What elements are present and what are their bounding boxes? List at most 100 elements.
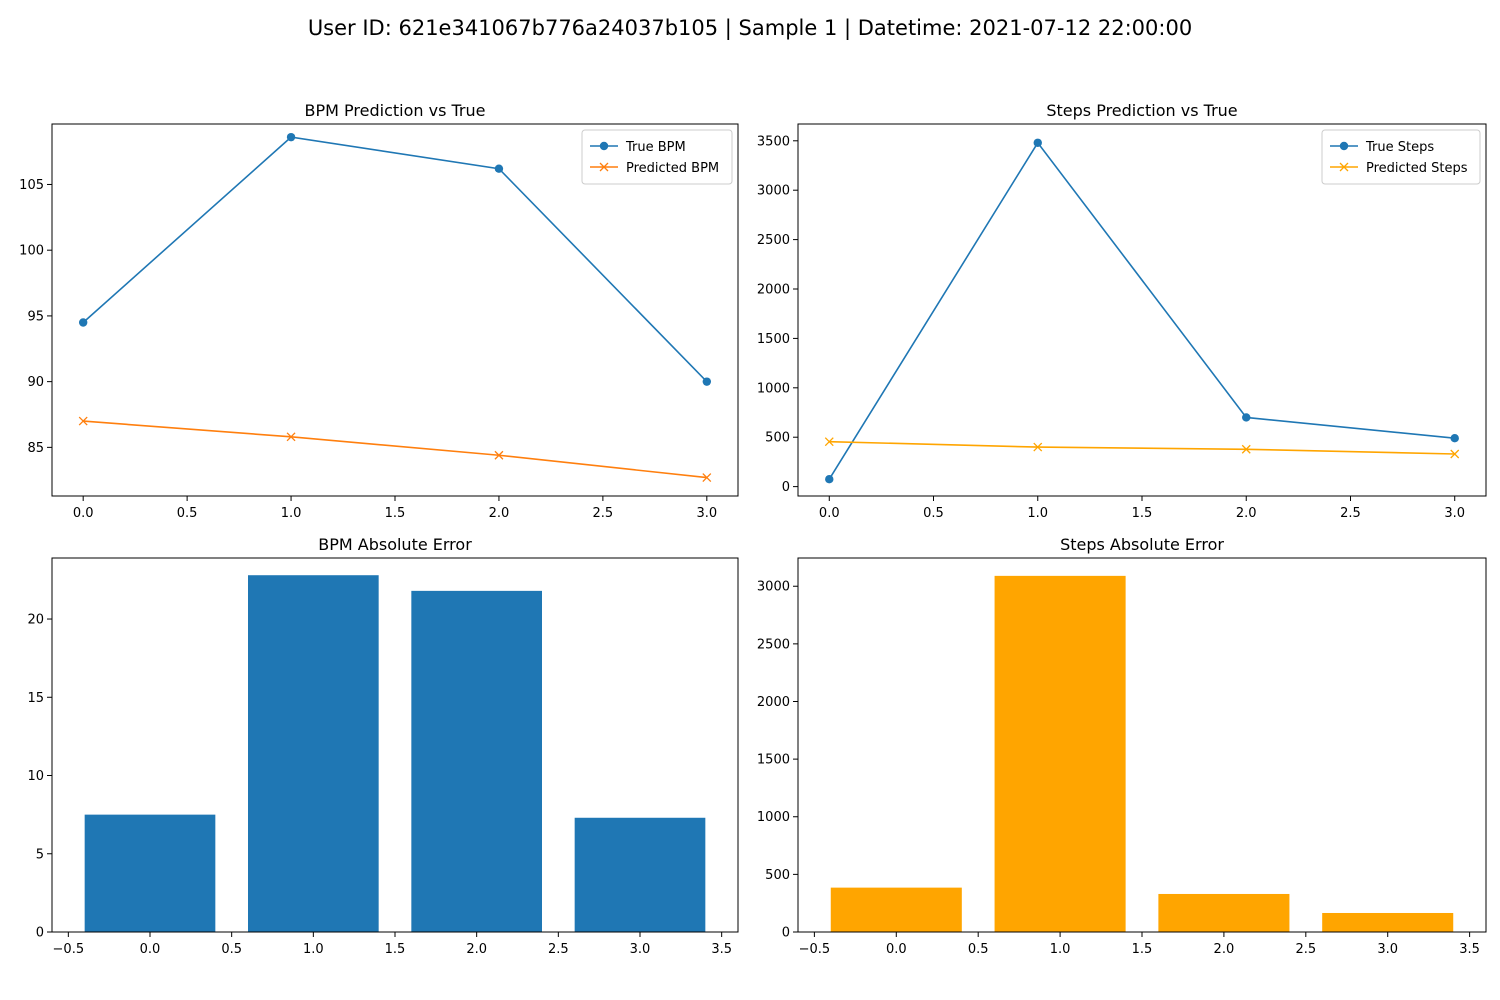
steps-line-ytick-label-2: 1000 [757,381,790,396]
bpm-bar-ytick-label-4: 20 [27,613,44,628]
bpm-line-xtick-label-6: 3.0 [696,506,717,521]
bpm-line-series-0-point-2 [494,164,504,173]
bpm-bar-bar-2 [411,590,542,932]
steps-line-ytick-label-3: 1500 [757,332,790,347]
steps-line-series-1-line [829,440,1455,455]
steps-line-xtick-label-0: 0.0 [819,506,840,521]
bpm-bar-xtick-label-2: 0.5 [221,942,242,957]
steps-bar-ytick-label-2: 1000 [757,810,790,825]
steps-bar-xtick-label-4: 1.5 [1132,942,1153,957]
steps-line-series-0-point-2 [1242,413,1251,422]
bpm-line-legend-label-0: True BPM [625,140,686,155]
bpm-line-ytick-label-4: 105 [19,178,44,193]
bpm-bar-bar-1 [248,575,379,932]
bpm-bar-bar-3 [574,817,706,932]
steps-bar-bar-2 [1158,893,1290,932]
steps-bar-xtick-label-7: 3.0 [1377,942,1398,957]
bpm-line-series-0-point-1 [286,132,296,142]
steps-bar-bar-3 [1322,912,1454,932]
bpm-line-legend-marker-0 [599,141,609,151]
steps-line-xtick-label-2: 1.0 [1027,506,1048,521]
steps-bar-ytick-label-6: 3000 [757,580,790,595]
steps-bar-ytick-label-4: 2000 [757,695,790,710]
bpm-bar-xtick-label-7: 3.0 [630,942,651,957]
bpm-line-series-1-point-3 [702,473,712,483]
steps-line-ytick-label-4: 2000 [757,283,790,298]
bpm-line-xtick-label-4: 2.0 [489,506,510,521]
steps-line-series-0-point-0 [825,475,834,484]
steps-line-series-1-point-2 [1241,444,1251,454]
bpm-line-legend-box [581,129,733,185]
steps-line-legend: True Steps Predicted Steps [1321,129,1481,185]
bpm-line-series-0-point-0 [78,318,88,327]
bpm-bar-title: BPM Absolute Error [318,535,472,554]
steps-line-legend-label-1: Predicted Steps [1366,161,1468,176]
bpm-bar-ytick-label-0: 0 [36,926,44,941]
steps-line-series-0-point-3 [1450,433,1459,443]
steps-bar-xtick-label-6: 2.5 [1295,942,1316,957]
bpm-bar-xtick-label-8: 3.5 [711,942,732,957]
steps-bar-xtick-label-0: −0.5 [799,942,831,957]
steps-bar-chart: Steps Absolute Error −0.5 0.0 0.5 1.0 1.5 2.0 2… [757,535,1487,957]
steps-bar-xtick-label-5: 2.0 [1214,942,1235,957]
steps-line-legend-label-0: True Steps [1365,140,1434,155]
bpm-line-xtick-label-0: 0.0 [73,506,94,521]
bpm-line-ytick-label-2: 95 [27,309,44,324]
bpm-line-chart: BPM Prediction vs True 0.0 0.5 1.0 1.5 2.0 2.5… [19,101,739,521]
steps-bar-ytick-label-1: 500 [765,868,790,883]
steps-line-xtick-label-3: 1.5 [1132,506,1153,521]
bpm-bar-ytick-label-1: 5 [36,847,44,862]
steps-line-ytick-label-0: 0 [782,480,790,495]
bpm-bar-xtick-label-6: 2.5 [548,942,569,957]
bpm-line-series-1-point-2 [494,450,504,460]
steps-line-ytick-label-1: 500 [765,431,790,446]
steps-bar-title: Steps Absolute Error [1060,535,1224,554]
steps-bar-ytick-label-3: 1500 [757,753,790,768]
steps-line-xtick-label-1: 0.5 [923,506,944,521]
steps-line-xtick-label-4: 2.0 [1236,506,1257,521]
bpm-line-series-0-line [82,136,708,383]
steps-bar-axes-frame [797,557,1487,933]
bpm-line-ytick-label-1: 90 [27,375,44,390]
bpm-bar-xtick-label-3: 1.0 [303,942,324,957]
bpm-line-legend-marker-1 [599,162,609,172]
steps-line-series-1-point-1 [1033,442,1043,452]
bpm-bar-ytick-label-3: 15 [27,691,44,706]
steps-line-chart: Steps Prediction vs True 0.0 0.5 1.0 1.5 2.0 2… [757,101,1487,521]
bpm-line-series-0-point-3 [702,377,712,386]
bpm-line-series-1-point-0 [78,416,88,426]
bpm-line-series-1-point-1 [286,432,296,442]
bpm-line-legend: True BPM Predicted BPM [581,129,733,185]
bpm-line-ytick-label-3: 100 [19,244,44,259]
bpm-line-xtick-label-3: 1.5 [385,506,406,521]
steps-line-ytick-label-7: 3500 [757,134,790,149]
steps-line-series-1-point-3 [1450,449,1460,459]
steps-bar-bar-1 [994,575,1126,932]
bpm-bar-xtick-label-0: −0.5 [53,942,85,957]
steps-bar-xtick-label-3: 1.0 [1050,942,1071,957]
steps-bar-xtick-label-1: 0.0 [886,942,907,957]
steps-line-xtick-label-5: 2.5 [1340,506,1361,521]
bpm-line-series-1-line [83,420,707,479]
steps-line-legend-marker-0 [1339,141,1349,151]
bpm-line-ytick-label-0: 85 [27,441,44,456]
bpm-line-xtick-label-5: 2.5 [593,506,614,521]
steps-line-title: Steps Prediction vs True [1046,101,1237,120]
bpm-bar-ytick-label-2: 10 [27,769,44,784]
steps-line-series-0-point-1 [1033,138,1042,147]
steps-line-series-1-point-0 [824,437,834,447]
bpm-line-legend-label-1: Predicted BPM [626,161,719,176]
bpm-bar-chart: BPM Absolute Error −0.5 0.0 0.5 1.0 1.5 2.0 2.5… [27,535,739,957]
steps-bar-xtick-label-8: 3.5 [1459,942,1480,957]
bpm-bar-bar-0 [84,814,216,932]
figure-suptitle: User ID: 621e341067b776a24037b105 | Samp… [307,16,1193,40]
steps-line-ytick-label-6: 3000 [757,184,790,199]
bpm-bar-xtick-label-5: 2.0 [466,942,487,957]
steps-line-ytick-label-5: 2500 [757,233,790,248]
bpm-line-title: BPM Prediction vs True [305,101,486,120]
bpm-line-xtick-label-1: 0.5 [177,506,198,521]
steps-bar-xtick-label-2: 0.5 [968,942,989,957]
bpm-line-xtick-label-2: 1.0 [281,506,302,521]
